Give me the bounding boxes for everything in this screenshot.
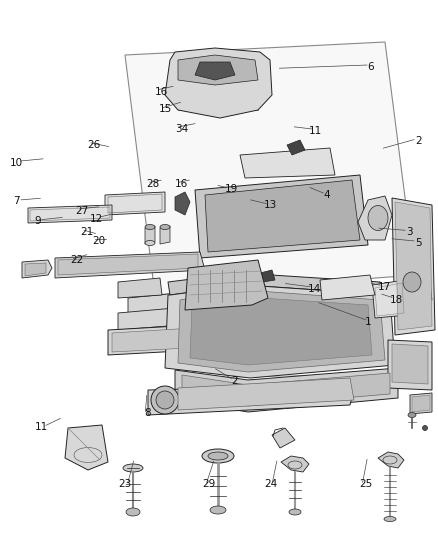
Polygon shape — [178, 55, 258, 85]
Text: 11: 11 — [35, 423, 48, 432]
Text: 22: 22 — [70, 255, 83, 265]
Polygon shape — [118, 308, 180, 330]
Polygon shape — [412, 395, 430, 412]
Text: 27: 27 — [76, 206, 89, 215]
Text: 18: 18 — [390, 295, 403, 304]
Text: 4: 4 — [323, 190, 330, 199]
Polygon shape — [182, 373, 390, 406]
Ellipse shape — [202, 449, 234, 463]
Polygon shape — [358, 196, 392, 240]
Polygon shape — [148, 385, 355, 415]
Polygon shape — [281, 456, 309, 472]
Polygon shape — [185, 260, 268, 310]
Polygon shape — [320, 275, 375, 300]
Text: 12: 12 — [90, 214, 103, 223]
Text: 25: 25 — [359, 479, 372, 489]
Polygon shape — [240, 148, 335, 178]
Polygon shape — [112, 326, 226, 352]
Polygon shape — [205, 180, 360, 252]
Polygon shape — [22, 260, 52, 278]
Text: 16: 16 — [155, 87, 168, 96]
Text: 2: 2 — [415, 136, 422, 146]
Polygon shape — [388, 340, 432, 390]
Polygon shape — [287, 140, 305, 155]
Text: 14: 14 — [308, 284, 321, 294]
Ellipse shape — [208, 452, 228, 460]
Polygon shape — [168, 273, 390, 295]
Text: 5: 5 — [415, 238, 422, 247]
Text: 8: 8 — [145, 408, 152, 418]
Text: 20: 20 — [92, 236, 105, 246]
Text: 21: 21 — [80, 227, 93, 237]
Polygon shape — [395, 202, 432, 330]
Ellipse shape — [123, 464, 143, 472]
Polygon shape — [165, 285, 395, 378]
Polygon shape — [410, 393, 432, 414]
Text: 34: 34 — [175, 124, 188, 134]
Polygon shape — [160, 226, 170, 244]
Text: 6: 6 — [367, 62, 374, 71]
Polygon shape — [378, 452, 404, 468]
Text: 15: 15 — [159, 104, 172, 114]
Ellipse shape — [160, 224, 170, 230]
Polygon shape — [218, 265, 235, 280]
Polygon shape — [105, 192, 165, 215]
Text: 7: 7 — [13, 197, 20, 206]
Text: 28: 28 — [146, 179, 159, 189]
Ellipse shape — [145, 224, 155, 230]
Text: 24: 24 — [264, 479, 277, 489]
Text: 16: 16 — [175, 179, 188, 189]
Polygon shape — [175, 368, 398, 412]
Polygon shape — [372, 280, 408, 318]
Polygon shape — [28, 205, 112, 223]
Polygon shape — [272, 428, 295, 448]
Polygon shape — [108, 323, 235, 355]
Text: 11: 11 — [309, 126, 322, 135]
Text: 23: 23 — [118, 479, 131, 489]
Polygon shape — [190, 297, 372, 365]
Text: 19: 19 — [225, 184, 238, 194]
Polygon shape — [392, 344, 428, 384]
Polygon shape — [392, 198, 435, 335]
Polygon shape — [165, 48, 272, 118]
Text: 26: 26 — [88, 140, 101, 150]
Ellipse shape — [210, 506, 226, 514]
Ellipse shape — [145, 240, 155, 246]
Polygon shape — [195, 175, 368, 258]
Ellipse shape — [423, 425, 427, 431]
Ellipse shape — [151, 386, 179, 414]
Polygon shape — [412, 282, 432, 302]
Polygon shape — [178, 378, 354, 410]
Polygon shape — [118, 278, 162, 298]
Ellipse shape — [289, 509, 301, 515]
Ellipse shape — [368, 206, 388, 230]
Text: 9: 9 — [34, 216, 41, 226]
Polygon shape — [145, 226, 155, 244]
Ellipse shape — [384, 516, 396, 521]
Text: 1: 1 — [364, 318, 371, 327]
Text: 17: 17 — [378, 282, 391, 292]
Ellipse shape — [408, 413, 416, 417]
Ellipse shape — [403, 272, 421, 292]
Polygon shape — [260, 270, 275, 282]
Polygon shape — [58, 254, 198, 275]
Text: 29: 29 — [203, 479, 216, 489]
Polygon shape — [128, 293, 182, 315]
Ellipse shape — [126, 508, 140, 516]
Polygon shape — [175, 192, 190, 215]
Text: 10: 10 — [10, 158, 23, 167]
Polygon shape — [65, 425, 108, 470]
Text: 2: 2 — [231, 376, 238, 386]
Polygon shape — [55, 252, 205, 278]
Ellipse shape — [156, 391, 174, 409]
Polygon shape — [25, 263, 46, 276]
Polygon shape — [125, 42, 415, 295]
Text: 3: 3 — [406, 227, 413, 237]
Polygon shape — [178, 290, 385, 372]
Polygon shape — [195, 62, 235, 80]
Text: 13: 13 — [264, 200, 277, 210]
